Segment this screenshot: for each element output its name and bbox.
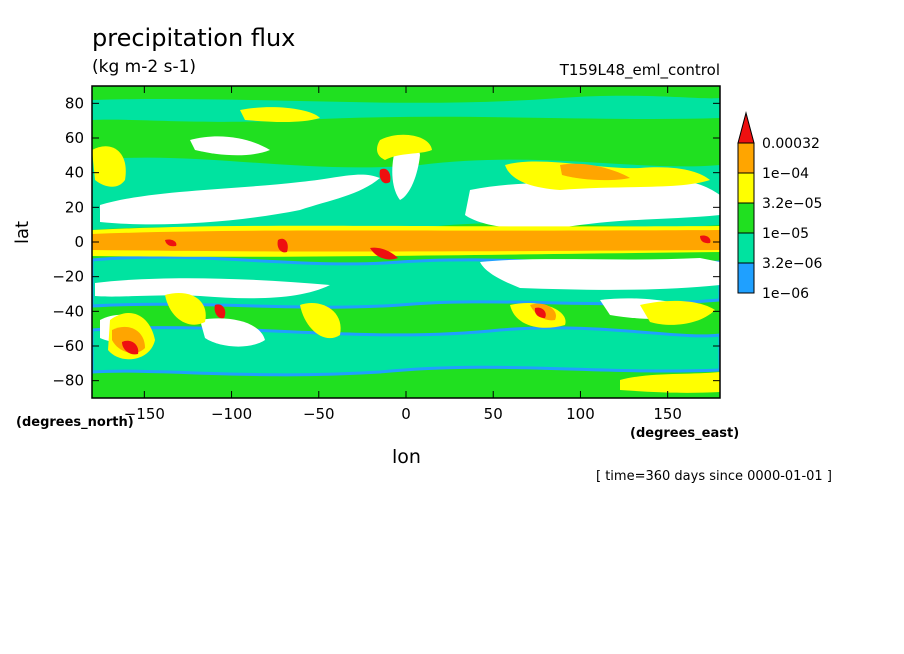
colorbar-label: 1e−06 [762,286,809,302]
run-label: T159L48_eml_control [559,61,720,79]
dry-region [100,174,380,225]
colorbar-label: 0.00032 [762,136,820,152]
precipitation-field [92,86,720,398]
field-core-red [534,307,546,318]
field-band-orange [92,230,720,252]
x-axis: −150 −100 −50 0 50 100 150 [124,86,682,423]
field-core-red [165,239,177,247]
field-core-red [379,168,391,184]
field-band-yellow [240,107,320,122]
colorbar-swatch [737,111,755,144]
y-tick-label: 0 [74,233,84,251]
time-footer: [ time=360 days since 0000-01-01 ] [596,469,832,484]
field-core-red [122,340,139,355]
x-axis-label: lon [392,446,421,468]
y-tick-label: −20 [52,268,84,286]
x-tick-label: −50 [303,405,335,423]
x-axis-units: (degrees_east) [630,426,740,441]
x-tick-label: 150 [653,405,682,423]
y-tick-label: 80 [65,94,84,112]
colorbar-label: 3.2e−05 [762,196,822,212]
x-tick-label: 100 [566,405,595,423]
field-core-red [700,235,711,244]
x-tick-label: 0 [401,405,411,423]
field-core-red [214,304,226,319]
field-band-yellow [300,303,341,339]
x-tick-label: 50 [484,405,503,423]
dry-region [465,179,720,230]
y-tick-label: −80 [52,372,84,390]
x-tick-label: −150 [124,405,165,423]
y-tick-label: −60 [52,337,84,355]
colorbar-swatch [737,142,755,174]
y-axis-units: (degrees_north) [16,415,134,430]
chart-units: (kg m-2 s-1) [92,57,197,77]
field-band-yellow [92,146,126,187]
y-axis: 80 60 40 20 0 −20 −40 −60 −80 [52,94,720,390]
colorbar-swatch [737,172,755,204]
colorbar-label: 1e−05 [762,226,809,242]
colorbar-swatch [737,262,755,294]
dry-region [190,136,270,156]
colorbar-label: 1e−04 [762,166,809,182]
x-tick-label: −100 [211,405,252,423]
y-tick-label: −40 [52,302,84,320]
y-tick-label: 60 [65,129,84,147]
field-band-yellow [377,134,432,160]
field-core-red [277,238,288,253]
field-band-yellow [165,293,206,325]
dry-region [392,142,420,200]
field-band-yellow [620,372,720,393]
y-tick-label: 20 [65,198,84,216]
field-band-teal [92,326,720,377]
colorbar-swatch [737,232,755,264]
y-tick-label: 40 [65,164,84,182]
dry-region [95,278,330,299]
chart-title: precipitation flux [92,24,296,52]
field-core-red [370,247,398,260]
colorbar-label: 3.2e−06 [762,256,823,272]
colorbar: 0.00032 1e−04 3.2e−05 1e−05 3.2e−06 1e−06 [737,111,823,302]
dry-region [480,258,720,290]
field-band-yellow [640,300,715,325]
field-band-orange [560,163,630,181]
colorbar-swatch [737,202,755,234]
dry-region [200,318,265,347]
